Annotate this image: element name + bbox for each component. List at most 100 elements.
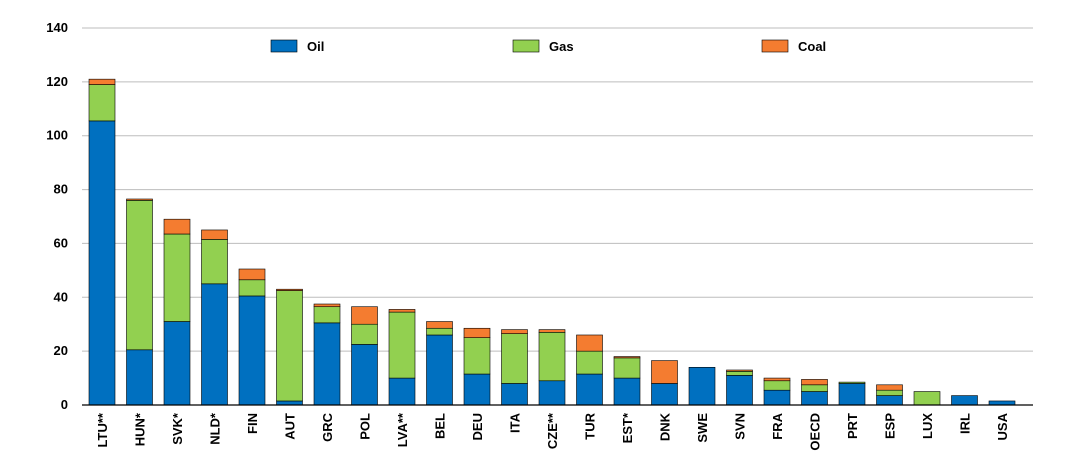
x-category-label: IRL <box>958 413 973 434</box>
bar-segment-gas <box>801 384 828 392</box>
y-axis-tick-labels: 0 20 40 60 80 100 120 140 <box>46 20 68 412</box>
x-category-label: LUX <box>920 413 935 439</box>
bar-segment-gas <box>88 84 116 122</box>
bar-segment-coal <box>88 78 116 85</box>
x-category-label: ITA <box>508 412 523 433</box>
x-category-label: DEU <box>470 413 485 440</box>
bar-segment-gas <box>463 337 491 375</box>
bar-segment-gas <box>351 323 378 345</box>
legend-swatch-oil <box>270 39 298 53</box>
bar-segment-oil <box>463 373 491 406</box>
bar-segment-oil <box>651 383 678 406</box>
bar-segment-gas <box>576 350 603 375</box>
bar-segment-coal <box>276 288 303 291</box>
bar-segment-oil <box>576 373 603 406</box>
x-category-label: OECD <box>808 413 823 451</box>
bar-segment-gas <box>501 333 528 384</box>
bar-segment-gas <box>763 380 791 391</box>
bar-segment-gas <box>313 306 341 324</box>
x-category-label: LTU** <box>95 412 110 447</box>
bar-segment-coal <box>538 329 566 333</box>
bar-segment-coal <box>876 384 903 391</box>
bar-segment-coal <box>763 377 791 382</box>
bar-segment-coal <box>126 198 153 201</box>
bar-segment-oil <box>801 391 828 406</box>
x-category-label: FIN <box>245 413 260 434</box>
x-category-label: DNK <box>658 412 673 441</box>
x-category-label: EST* <box>620 412 635 443</box>
x-category-label: BEL <box>433 413 448 439</box>
bar-segment-coal <box>576 334 603 352</box>
bar-segment-gas <box>126 200 153 351</box>
bar-segment-gas <box>613 357 641 379</box>
bar-segment-coal <box>651 360 678 384</box>
bar-segment-coal <box>613 356 641 359</box>
bar-segment-oil <box>313 322 341 406</box>
bar-segment-coal <box>313 303 341 308</box>
bar-segment-gas <box>238 279 266 297</box>
bar-segment-gas <box>538 331 566 382</box>
x-axis-category-labels: LTU** HUN* SVK* NLD* FIN AUT GRC POL LVA** BEL DEU… <box>95 412 1010 451</box>
x-category-label: HUN* <box>133 412 148 446</box>
bar-segment-gas <box>201 239 228 285</box>
y-tick-label: 80 <box>54 182 68 197</box>
legend-swatch-gas <box>512 39 540 53</box>
legend-label-coal: Coal <box>798 39 826 54</box>
y-tick-label: 40 <box>54 289 68 304</box>
bar-segment-oil <box>276 400 303 406</box>
bar-segment-oil <box>163 321 191 406</box>
bar-segment-oil <box>838 383 866 406</box>
y-tick-label: 0 <box>61 397 68 412</box>
bar-segment-oil <box>613 377 641 406</box>
x-category-label: AUT <box>283 413 298 440</box>
x-category-label: CZE** <box>545 412 560 449</box>
bar-segment-oil <box>388 377 416 406</box>
bar-segment-oil <box>763 389 791 406</box>
bar-segment-coal <box>238 268 266 281</box>
bar-segment-oil <box>951 395 978 406</box>
x-category-label: GRC <box>320 412 335 442</box>
bar-segment-gas <box>838 381 866 384</box>
x-category-label: SVN <box>733 413 748 440</box>
legend: Oil Gas Coal <box>270 39 826 54</box>
bar-segment-gas <box>276 290 303 402</box>
bars <box>88 78 1016 406</box>
bar-segment-coal <box>388 309 416 313</box>
bar-segment-oil <box>126 349 153 406</box>
bar-segment-coal <box>351 306 378 325</box>
bar-segment-oil <box>238 295 266 406</box>
bar-segment-gas <box>876 389 903 396</box>
bar-segment-oil <box>876 395 903 406</box>
x-category-label: ESP <box>883 413 898 439</box>
bar-segment-oil <box>88 120 116 406</box>
x-category-label: NLD* <box>208 412 223 445</box>
bar-segment-gas <box>388 311 416 379</box>
bar-segment-oil <box>538 380 566 406</box>
x-category-label: SVK* <box>170 412 185 445</box>
bar-segment-coal <box>426 321 453 329</box>
bar-segment-oil <box>688 366 716 406</box>
bar-segment-coal <box>201 229 228 240</box>
x-category-label: POL <box>358 413 373 440</box>
bar-segment-coal <box>163 218 191 235</box>
bar-segment-oil <box>426 334 453 406</box>
bar-segment-gas <box>426 327 453 336</box>
bar-segment-oil <box>351 344 378 406</box>
bar-segment-coal <box>726 369 753 372</box>
legend-label-gas: Gas <box>549 39 574 54</box>
x-category-label: FRA <box>770 412 785 439</box>
y-tick-label: 100 <box>46 128 68 143</box>
legend-swatch-coal <box>761 39 789 53</box>
bar-segment-coal <box>463 327 491 338</box>
bar-segment-gas <box>726 371 753 376</box>
legend-label-oil: Oil <box>307 39 324 54</box>
y-tick-label: 20 <box>54 343 68 358</box>
bar-segment-oil <box>201 283 228 406</box>
y-tick-label: 120 <box>46 74 68 89</box>
bar-segment-coal <box>801 379 828 386</box>
x-category-label: SWE <box>695 413 710 443</box>
x-category-label: LVA** <box>395 412 410 447</box>
bar-segment-oil <box>726 375 753 406</box>
y-tick-label: 140 <box>46 20 68 35</box>
